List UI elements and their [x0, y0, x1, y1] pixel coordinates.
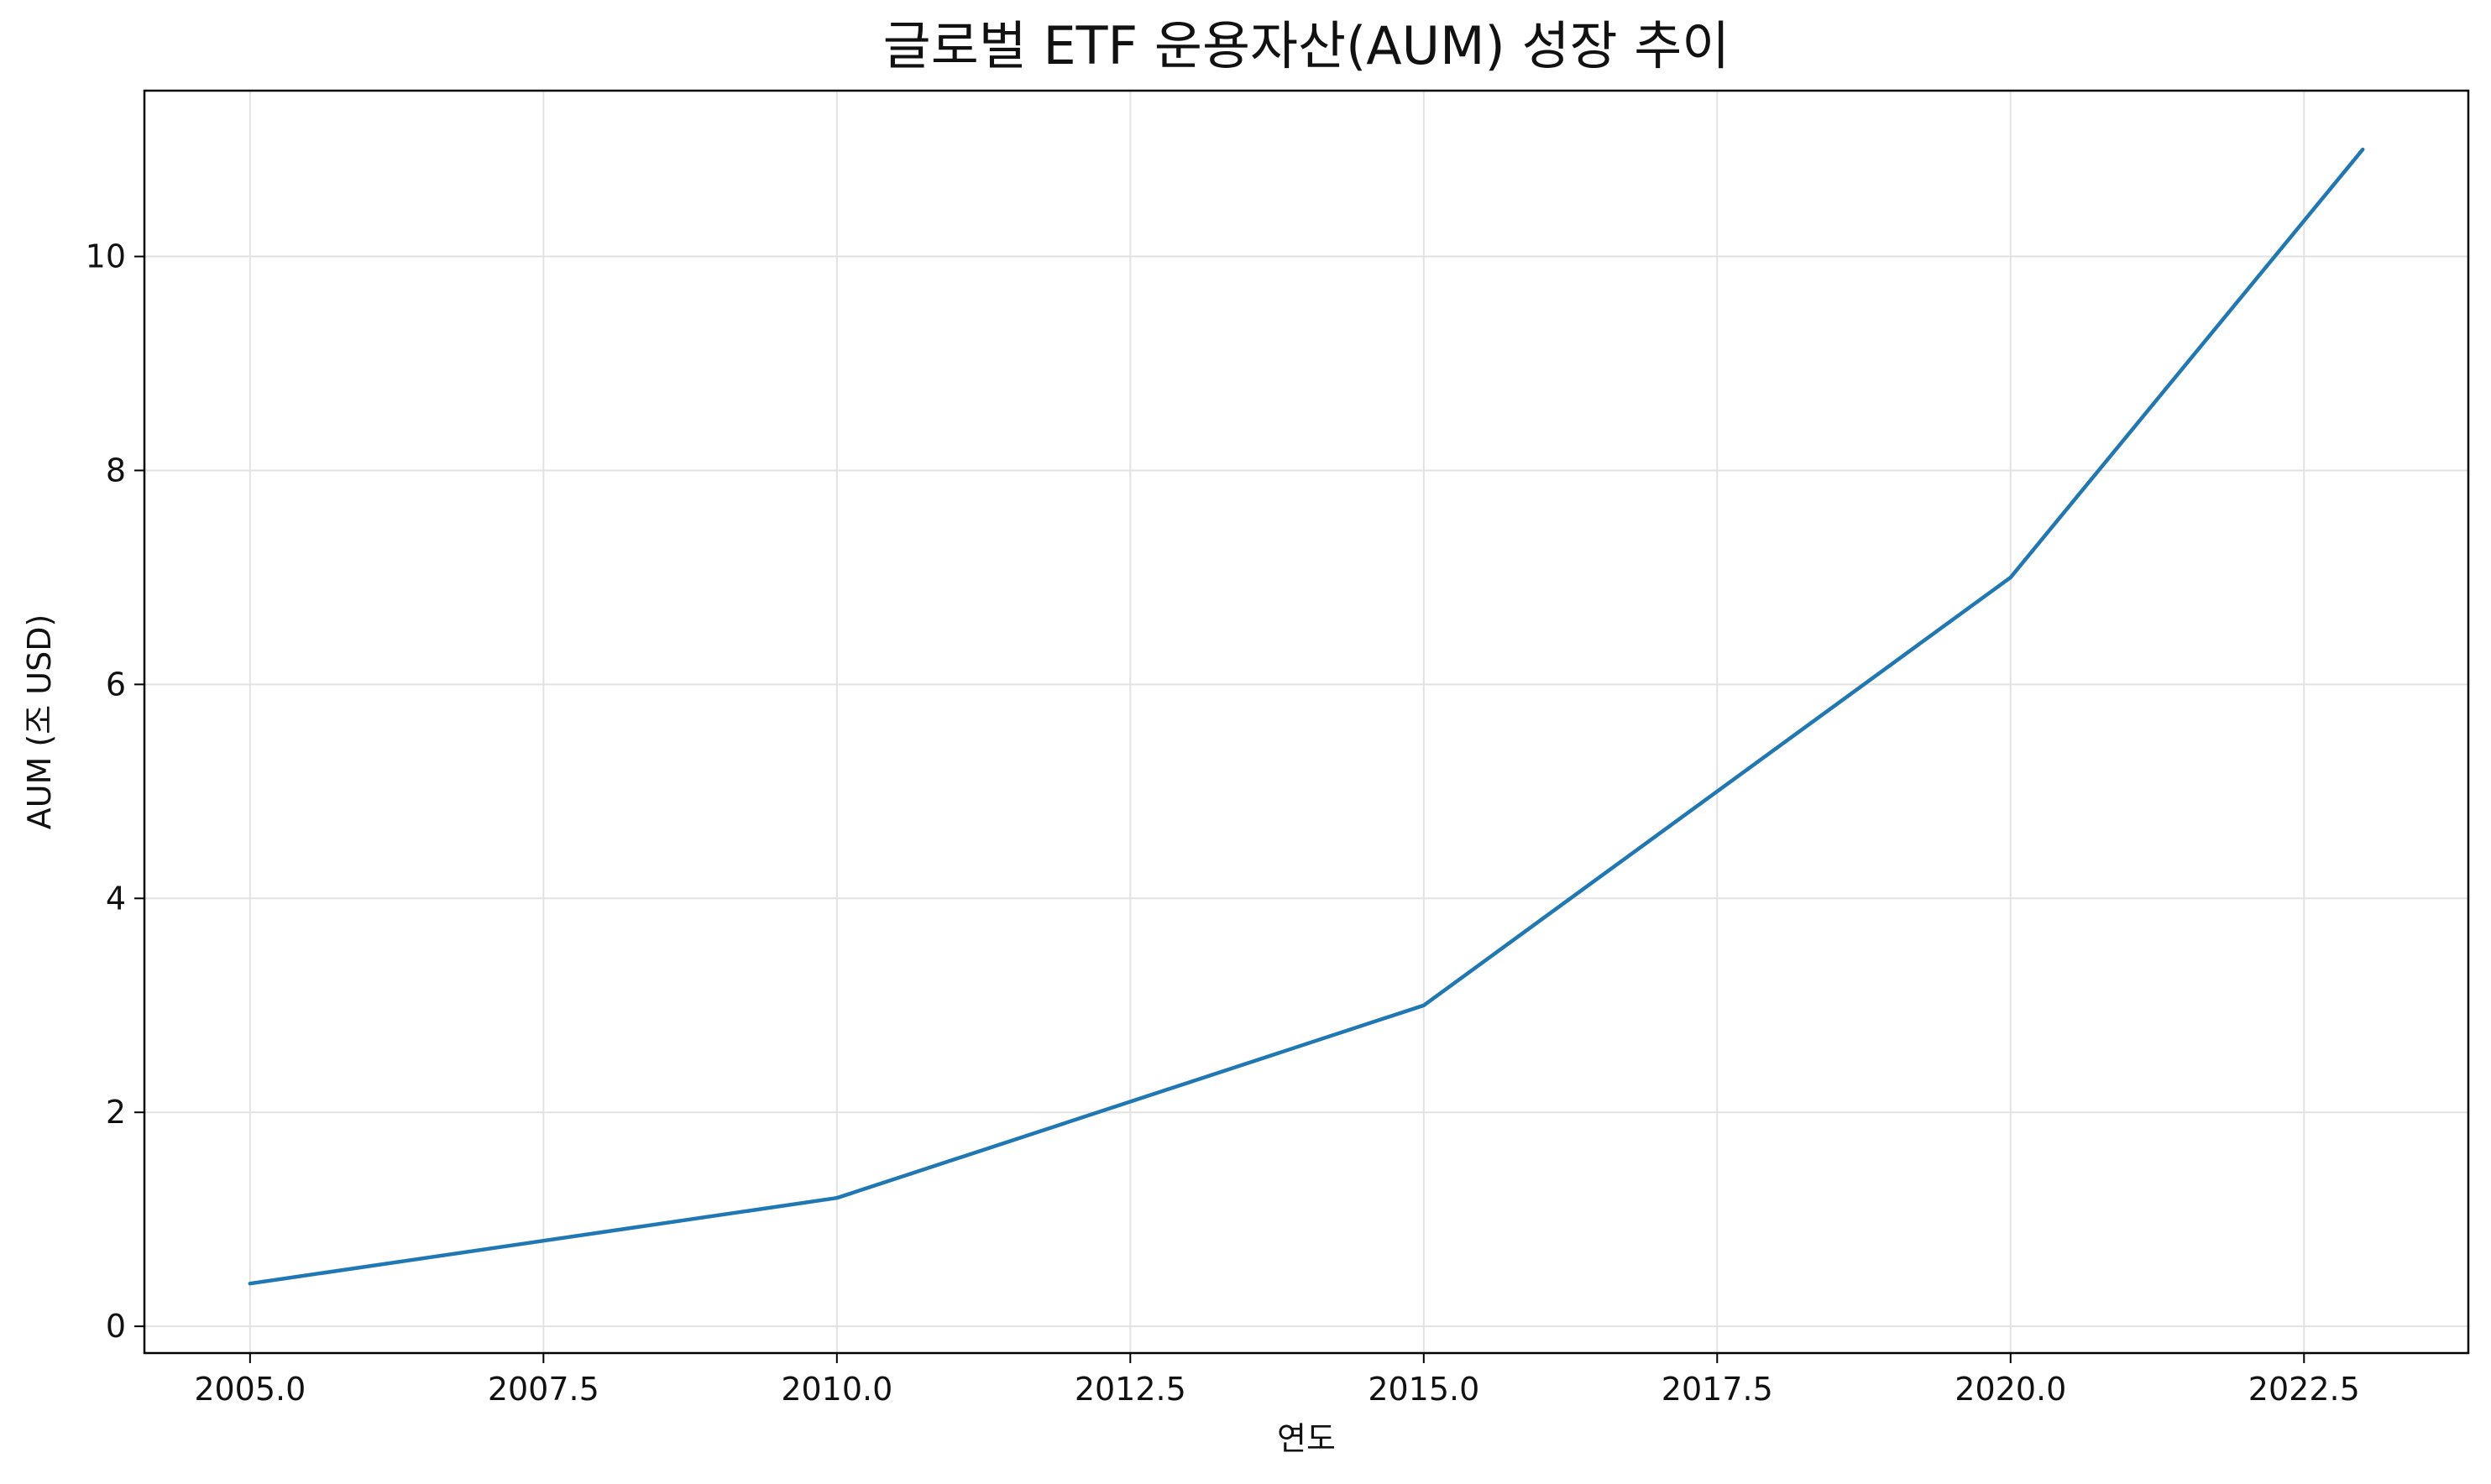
x-tick-label: 2015.0: [1368, 1371, 1479, 1408]
x-tick-label: 2017.5: [1662, 1371, 1773, 1408]
series-layer: [248, 147, 2365, 1286]
y-tick-label: 4: [106, 880, 126, 917]
y-tick-label: 10: [86, 238, 126, 275]
x-tick-label: 2022.5: [2248, 1371, 2360, 1408]
y-tick-label: 8: [106, 452, 126, 489]
x-axis-title: 연도: [1277, 1420, 1336, 1457]
x-tick-label: 2020.0: [1955, 1371, 2066, 1408]
x-axis: 2005.0 2007.5 2010.0 2012.5 2015.0 2017.5 2020…: [194, 1353, 2360, 1408]
y-tick-label: 0: [106, 1308, 126, 1345]
plot-frame: [143, 89, 2470, 1355]
y-tick-label: 6: [106, 666, 126, 703]
grid: [144, 91, 2468, 1353]
y-axis: 0 2 4 6 8 10: [86, 238, 144, 1345]
x-tick-label: 2012.5: [1075, 1371, 1186, 1408]
chart-title: 글로벌 ETF 운용자산(AUM) 성장 추이: [883, 15, 1730, 76]
series-line-0: [248, 147, 2365, 1286]
x-tick-label: 2007.5: [488, 1371, 599, 1408]
y-tick-label: 2: [106, 1094, 126, 1131]
y-axis-title: AUM (조 USD): [21, 614, 58, 830]
x-tick-label: 2010.0: [781, 1371, 892, 1408]
x-tick-label: 2005.0: [194, 1371, 306, 1408]
